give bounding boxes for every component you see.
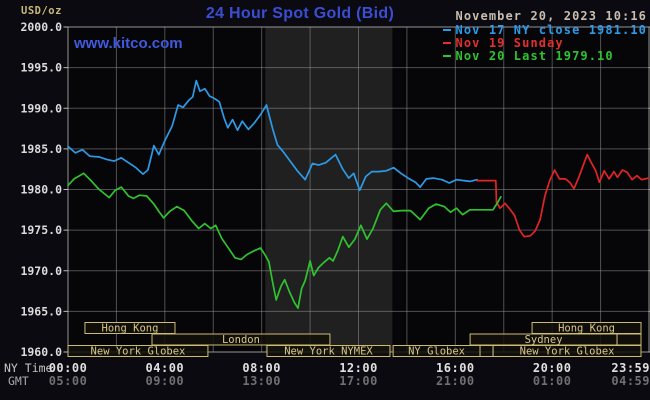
- gmt-axis-header: GMT: [8, 374, 29, 388]
- timestamp: November 20, 2023 10:16: [455, 9, 647, 23]
- legend-item-nov20: Nov 20 Last 1979.10: [442, 50, 647, 63]
- y-axis-tick-label: 1960.0: [20, 345, 62, 359]
- session-label: New York Globex: [91, 345, 186, 357]
- nov17-line-swatch: [442, 29, 451, 31]
- session-label: NY Globex: [408, 345, 465, 357]
- price-line-nov-20: [67, 172, 502, 309]
- y-axis-tick-label: 1970.0: [20, 264, 62, 278]
- kitco-site-link[interactable]: www.kitco.com: [74, 35, 183, 52]
- session-box: [492, 345, 642, 357]
- y-axis-units-label: USD/oz: [21, 5, 62, 17]
- ny-time-axis-header: NY Time: [4, 361, 53, 375]
- y-axis-tick-label: 1965.0: [20, 304, 62, 318]
- session-box: [479, 345, 494, 357]
- y-axis-tick-label: 1985.0: [20, 142, 62, 156]
- nov19-line-swatch: [442, 42, 451, 44]
- legend: Nov 17 NY close 1981.10 Nov 19 Sunday No…: [442, 24, 647, 63]
- x-axis-gmt-label: 13:00: [242, 374, 281, 388]
- x-axis-ny-time-label: 16:00: [436, 361, 475, 375]
- x-axis-gmt-label: 21:00: [436, 374, 475, 388]
- session-box: [151, 333, 331, 346]
- session-box: [266, 345, 391, 357]
- y-axis-tick-label: 1995.0: [20, 61, 62, 75]
- legend-item-nov17: Nov 17 NY close 1981.10: [442, 24, 647, 37]
- legend-item-nov19: Nov 19 Sunday: [442, 37, 647, 50]
- price-line-nov-19: [476, 153, 650, 238]
- price-line-nov-17: [67, 79, 478, 192]
- x-axis-gmt-label: 09:00: [146, 374, 185, 388]
- x-axis-ny-time-label: 04:00: [146, 361, 185, 375]
- x-axis-gmt-label: 05:00: [49, 374, 88, 388]
- session-label: New York Globex: [520, 345, 615, 357]
- x-axis-ny-time-label: 20:00: [533, 361, 572, 375]
- x-axis-ny-time-label: 00:00: [49, 361, 88, 375]
- y-axis-tick-label: 1990.0: [20, 101, 62, 115]
- x-axis-gmt-label: 01:00: [533, 374, 572, 388]
- session-label: Hong Kong: [102, 322, 159, 334]
- x-axis-gmt-label: 04:59: [611, 374, 650, 388]
- session-box: [616, 333, 642, 346]
- x-axis-ny-time-label: 23:59: [611, 361, 650, 375]
- session-box: [84, 322, 176, 334]
- y-axis-tick-label: 1980.0: [20, 183, 62, 197]
- session-label: Sydney: [525, 334, 563, 346]
- y-axis-tick-label: 2000.0: [20, 20, 62, 34]
- session-label: Hong Kong: [558, 322, 615, 334]
- x-axis-ny-time-label: 12:00: [339, 361, 378, 375]
- y-axis-tick-label: 1975.0: [20, 223, 62, 237]
- session-box: [67, 345, 209, 357]
- chart-title: 24 Hour Spot Gold (Bid): [205, 5, 395, 22]
- x-axis-gmt-label: 17:00: [339, 374, 378, 388]
- session-label: New York NYMEX: [284, 345, 373, 357]
- nov20-line-swatch: [442, 55, 451, 57]
- x-axis-ny-time-label: 08:00: [242, 361, 281, 375]
- session-label: London: [222, 334, 260, 346]
